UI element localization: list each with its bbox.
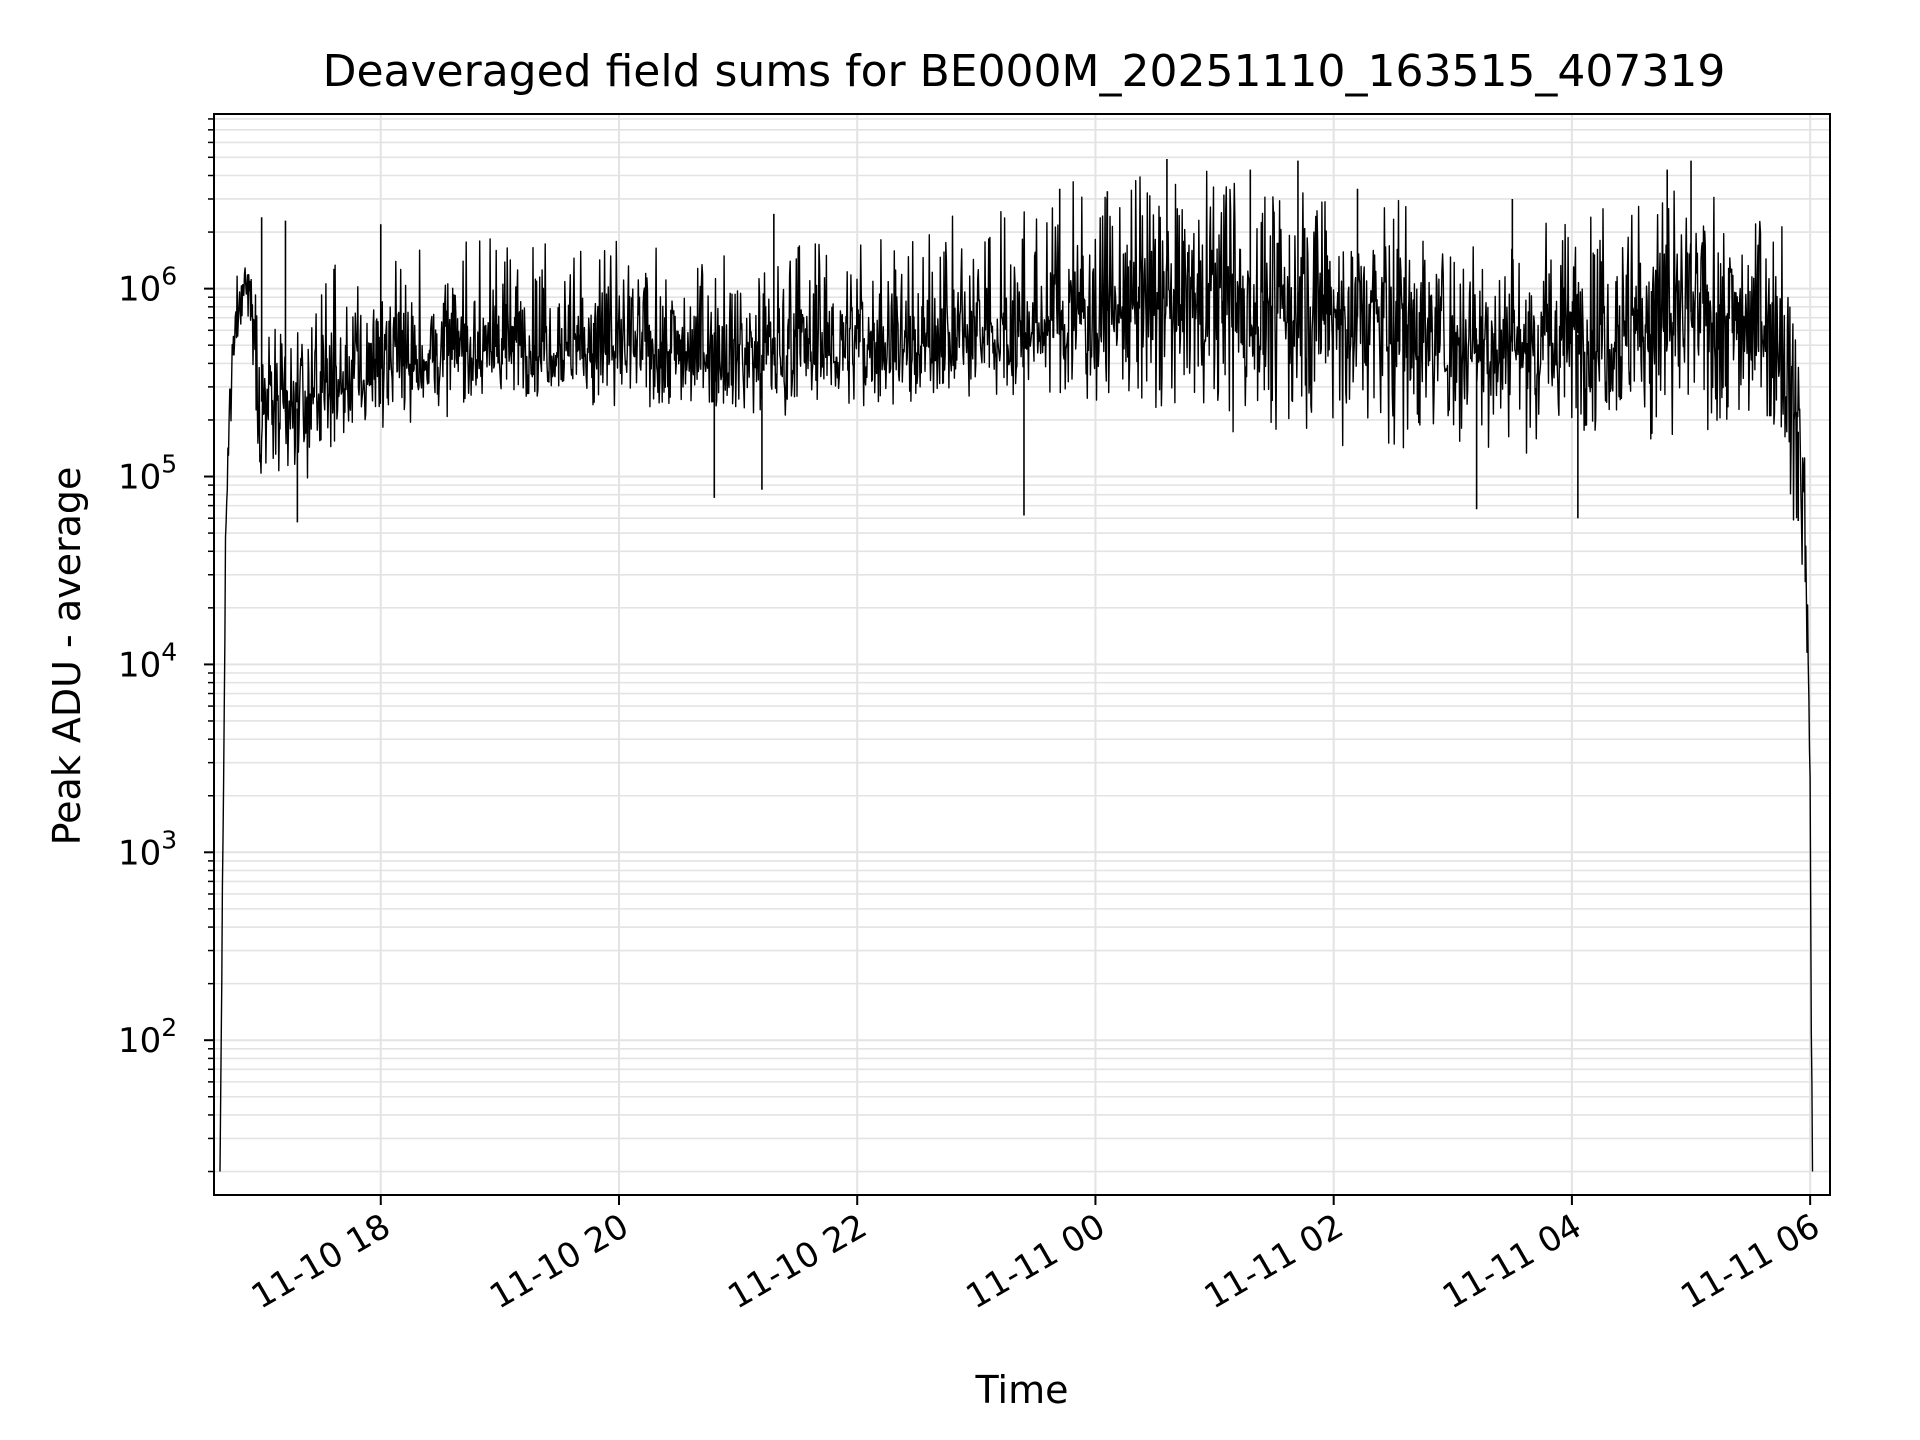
y-tick-label: 105 [118,450,177,498]
x-axis-label: Time [975,1368,1069,1412]
plot-area-frame [213,113,1831,1196]
y-tick-label: 104 [118,637,177,685]
y-axis-label: Peak ADU - average [45,467,89,846]
series-line [219,170,1814,1172]
y-axis-ticks: 102 103 104 105 106 [118,118,214,1173]
y-tick-label: 106 [118,262,177,310]
chart-title: Deaveraged field sums for BE000M_2025111… [323,46,1726,97]
y-tick-label: 102 [118,1013,177,1061]
y-tick-label: 103 [118,825,177,873]
